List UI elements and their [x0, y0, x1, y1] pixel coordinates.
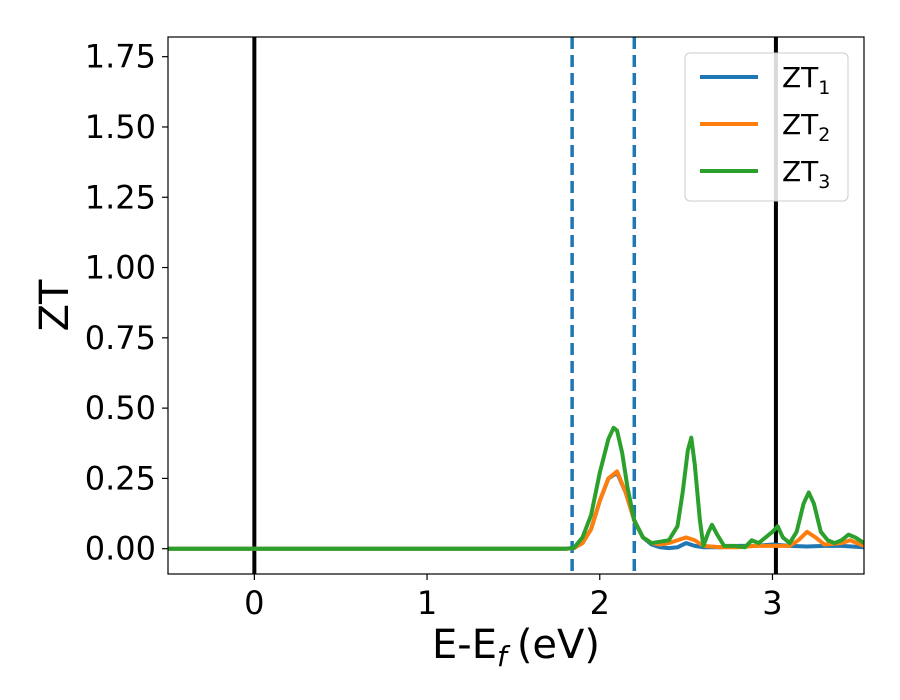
x-axis-ticks: 0 1 2 3 — [244, 574, 783, 622]
y-tick-label: 0.75 — [85, 319, 156, 357]
legend: ZT1 ZT2 ZT3 — [684, 52, 849, 202]
series-line-3 — [168, 425, 864, 551]
y-tick-label: 0.25 — [85, 459, 156, 497]
y-tick-label: 0.50 — [85, 389, 156, 427]
y-tick-label: 0.00 — [85, 530, 156, 568]
series-line-2 — [168, 469, 864, 551]
x-tick-label: 0 — [244, 584, 264, 622]
legend-box — [684, 52, 849, 202]
x-axis-label-sub: f — [497, 640, 511, 673]
x-axis-label-main: E-E — [432, 622, 497, 668]
y-axis-label: ZT — [32, 279, 78, 331]
y-axis-ticks: 0.00 0.25 0.50 0.75 1.00 1.25 1.50 1.75 — [85, 38, 168, 568]
x-axis-label-unit: (eV) — [517, 622, 600, 668]
legend-label-2: ZT2 — [782, 108, 830, 146]
x-axis-label: E-Ef (eV) — [432, 622, 600, 673]
series-line-1 — [168, 470, 864, 551]
y-tick-label: 1.75 — [85, 38, 156, 76]
plot-frame — [167, 36, 865, 575]
x-tick-label: 3 — [762, 584, 782, 622]
x-tick-label: 2 — [590, 584, 610, 622]
legend-label-1: ZT1 — [782, 61, 830, 99]
x-tick-label: 1 — [417, 584, 437, 622]
y-tick-label: 1.25 — [85, 178, 156, 216]
legend-label-3: ZT3 — [782, 155, 830, 193]
y-tick-label: 1.00 — [85, 249, 156, 287]
series-layer — [168, 425, 864, 551]
y-tick-label: 1.50 — [85, 108, 156, 146]
